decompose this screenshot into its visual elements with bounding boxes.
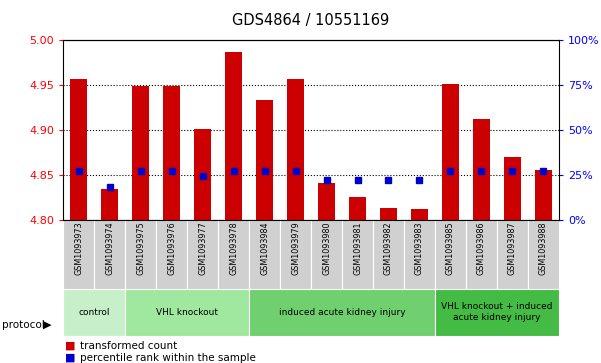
Bar [435,220,466,289]
Text: protocol: protocol [2,320,44,330]
Text: control: control [78,308,110,317]
Text: transformed count: transformed count [80,340,177,351]
Bar [156,220,187,289]
Bar [504,157,521,220]
Bar [473,119,490,220]
Text: GSM1093987: GSM1093987 [508,222,517,275]
Text: GSM1093974: GSM1093974 [105,222,114,275]
Bar [442,84,459,220]
Bar [63,289,125,336]
Text: GSM1093981: GSM1093981 [353,222,362,275]
Text: percentile rank within the sample: percentile rank within the sample [80,352,256,363]
Bar [163,86,180,220]
Text: ■: ■ [65,340,75,351]
Bar [225,52,242,220]
Text: GSM1093979: GSM1093979 [291,222,300,276]
Bar [125,220,156,289]
Text: induced acute kidney injury: induced acute kidney injury [279,308,405,317]
Text: ■: ■ [65,352,75,363]
Text: GSM1093986: GSM1093986 [477,222,486,275]
Bar [63,220,94,289]
Text: GSM1093976: GSM1093976 [167,222,176,275]
Bar [70,79,87,220]
Bar [94,220,125,289]
Bar [349,197,366,220]
Bar [411,209,428,220]
Bar [435,289,559,336]
Bar [311,220,342,289]
Text: GSM1093983: GSM1093983 [415,222,424,275]
Bar [249,220,280,289]
Bar [256,100,273,220]
Text: GSM1093973: GSM1093973 [74,222,83,275]
Text: VHL knockout + induced
acute kidney injury: VHL knockout + induced acute kidney inju… [441,302,553,322]
Bar [535,170,552,220]
Bar [497,220,528,289]
Text: VHL knockout: VHL knockout [156,308,218,317]
Bar [194,129,211,220]
Bar [249,289,435,336]
Text: GSM1093980: GSM1093980 [322,222,331,275]
Bar [466,220,497,289]
Bar [218,220,249,289]
Bar [373,220,404,289]
Text: GSM1093978: GSM1093978 [229,222,238,275]
Bar [342,220,373,289]
Bar [125,289,249,336]
Bar [132,86,149,220]
Bar [287,79,304,220]
Bar [280,220,311,289]
Bar [528,220,559,289]
Text: GSM1093977: GSM1093977 [198,222,207,276]
Bar [380,208,397,220]
Text: ▶: ▶ [43,320,52,330]
Bar [187,220,218,289]
Bar [101,189,118,220]
Text: GDS4864 / 10551169: GDS4864 / 10551169 [233,13,389,28]
Text: GSM1093985: GSM1093985 [446,222,455,275]
Bar [318,183,335,220]
Text: GSM1093984: GSM1093984 [260,222,269,275]
Text: GSM1093975: GSM1093975 [136,222,145,276]
Text: GSM1093982: GSM1093982 [384,222,393,275]
Text: GSM1093988: GSM1093988 [539,222,548,275]
Bar [404,220,435,289]
